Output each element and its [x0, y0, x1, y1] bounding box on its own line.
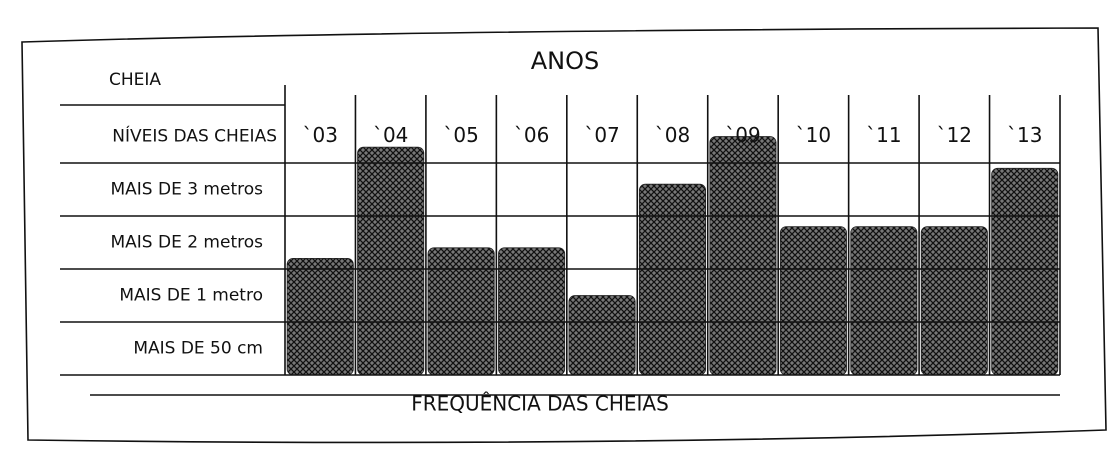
- x-tick-label: `11: [866, 123, 901, 147]
- bar: [709, 136, 777, 376]
- x-tick-label: `09: [725, 123, 760, 147]
- row-header: NÍVEIS DAS CHEIAS: [112, 125, 277, 147]
- bar: [427, 247, 495, 376]
- bar: [920, 226, 988, 376]
- x-tick-label: `10: [796, 123, 831, 147]
- bar: [568, 295, 636, 376]
- bar: [850, 226, 918, 376]
- y-tick-label: MAIS DE 1 metro: [119, 286, 263, 306]
- bar: [286, 257, 354, 376]
- x-tick-label: `13: [1007, 123, 1042, 147]
- bar: [779, 226, 847, 376]
- bar: [991, 167, 1059, 376]
- x-tick-label: `12: [937, 123, 972, 147]
- x-tick-label: `08: [655, 123, 690, 147]
- sheet-border: [21, 27, 1107, 444]
- x-axis-title: ANOS: [531, 47, 600, 75]
- y-tick-label: MAIS DE 2 metros: [110, 233, 263, 253]
- x-tick-label: `03: [303, 123, 338, 147]
- bar: [498, 247, 566, 376]
- x-tick-label: `04: [373, 123, 408, 147]
- bar: [357, 146, 425, 376]
- x-tick-label: `07: [584, 123, 619, 147]
- x-tick-label: `06: [514, 123, 549, 147]
- bar: [638, 183, 707, 376]
- y-tick-label: MAIS DE 3 metros: [110, 180, 263, 200]
- y-axis-title: CHEIA: [109, 70, 161, 90]
- x-tick-label: `05: [443, 123, 478, 147]
- y-tick-label: MAIS DE 50 cm: [133, 339, 263, 359]
